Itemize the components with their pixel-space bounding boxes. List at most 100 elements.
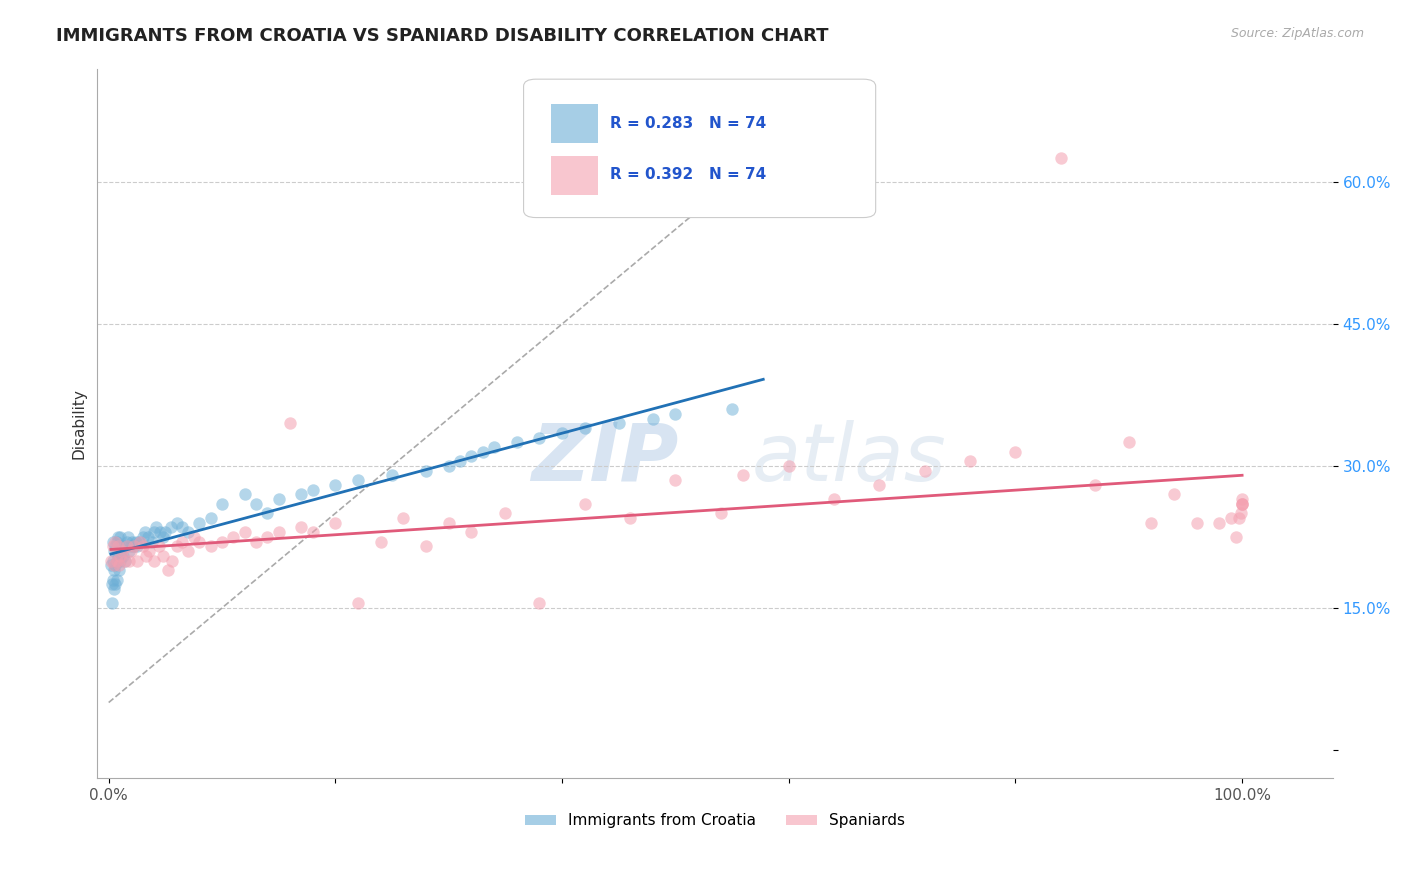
Point: [148, 540, 170, 554]
Point: [1185, 516, 1208, 530]
Point: [267, 525, 290, 540]
Point: [177, 544, 200, 558]
Point: [607, 417, 630, 431]
Point: [105, 534, 128, 549]
Point: [122, 540, 145, 554]
Point: [121, 534, 143, 549]
Point: [211, 534, 233, 549]
Point: [118, 553, 141, 567]
Point: [110, 544, 132, 558]
Point: [664, 473, 686, 487]
Point: [188, 534, 211, 549]
Point: [129, 534, 152, 549]
Point: [200, 540, 222, 554]
Point: [131, 540, 153, 554]
Point: [529, 596, 551, 610]
Point: [233, 525, 256, 540]
Point: [104, 558, 127, 573]
Point: [120, 540, 142, 554]
Point: [103, 540, 125, 554]
Point: [256, 506, 278, 520]
Point: [347, 596, 370, 610]
Point: [551, 425, 574, 440]
Point: [156, 563, 179, 577]
Point: [101, 596, 124, 610]
Point: [166, 540, 188, 554]
Point: [103, 582, 125, 596]
Point: [381, 468, 404, 483]
Point: [177, 525, 200, 540]
Point: [914, 464, 936, 478]
Point: [143, 525, 166, 540]
Point: [118, 544, 141, 558]
Point: [574, 421, 596, 435]
Point: [1140, 516, 1163, 530]
Point: [103, 558, 125, 573]
Point: [710, 506, 733, 520]
Point: [290, 487, 312, 501]
Legend: Immigrants from Croatia, Spaniards: Immigrants from Croatia, Spaniards: [519, 807, 911, 834]
Point: [460, 450, 482, 464]
Point: [112, 549, 135, 563]
Point: [152, 549, 174, 563]
Point: [131, 530, 153, 544]
Text: Source: ZipAtlas.com: Source: ZipAtlas.com: [1230, 27, 1364, 40]
Point: [143, 553, 166, 567]
Point: [103, 534, 125, 549]
Point: [211, 497, 233, 511]
Point: [105, 573, 128, 587]
Point: [529, 431, 551, 445]
Point: [115, 534, 138, 549]
Point: [114, 553, 136, 567]
Point: [188, 516, 211, 530]
Point: [733, 468, 755, 483]
Point: [107, 530, 129, 544]
Point: [111, 540, 134, 554]
Point: [104, 577, 127, 591]
Point: [1084, 478, 1107, 492]
Point: [100, 558, 122, 573]
Point: [301, 525, 323, 540]
Point: [1004, 444, 1026, 458]
Point: [245, 497, 267, 511]
Point: [245, 534, 267, 549]
Point: [664, 407, 686, 421]
Point: [256, 530, 278, 544]
Point: [233, 487, 256, 501]
Point: [721, 402, 744, 417]
Point: [641, 411, 664, 425]
Point: [1230, 497, 1253, 511]
Point: [149, 525, 172, 540]
Point: [160, 520, 183, 534]
Text: IMMIGRANTS FROM CROATIA VS SPANIARD DISABILITY CORRELATION CHART: IMMIGRANTS FROM CROATIA VS SPANIARD DISA…: [56, 27, 828, 45]
Point: [778, 458, 800, 473]
Point: [1227, 511, 1250, 525]
Point: [104, 534, 127, 549]
Point: [392, 511, 415, 525]
Point: [111, 544, 134, 558]
Point: [823, 491, 845, 506]
Text: R = 0.283   N = 74: R = 0.283 N = 74: [610, 116, 766, 130]
Point: [415, 540, 437, 554]
Point: [108, 549, 131, 563]
Point: [200, 511, 222, 525]
Point: [145, 520, 167, 534]
Point: [574, 497, 596, 511]
Point: [415, 464, 437, 478]
Point: [1163, 487, 1185, 501]
Point: [1230, 506, 1253, 520]
Point: [370, 534, 392, 549]
Point: [120, 544, 142, 558]
Point: [1219, 511, 1241, 525]
Point: [160, 553, 183, 567]
Point: [1225, 530, 1247, 544]
Point: [172, 534, 194, 549]
Bar: [551, 104, 598, 143]
Point: [134, 525, 156, 540]
Point: [128, 534, 150, 549]
Text: atlas: atlas: [752, 420, 946, 498]
Point: [868, 478, 890, 492]
Point: [506, 435, 529, 450]
Bar: [551, 156, 598, 194]
Point: [267, 491, 290, 506]
